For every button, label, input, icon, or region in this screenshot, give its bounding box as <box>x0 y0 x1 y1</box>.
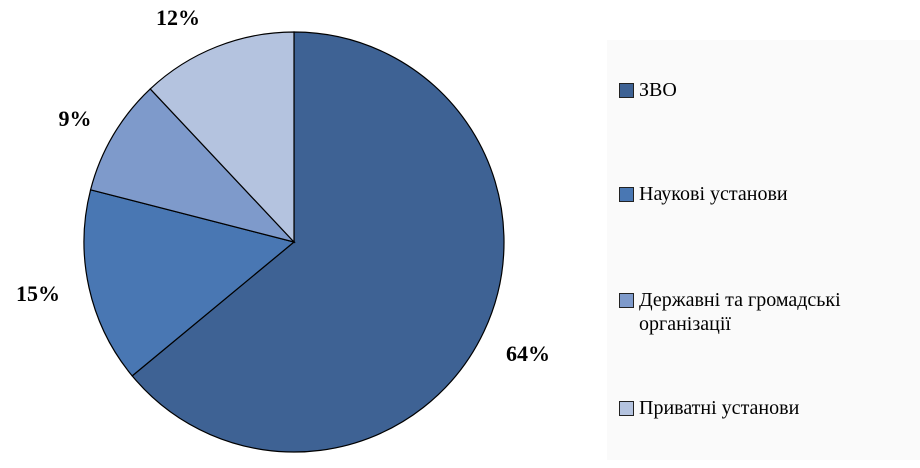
legend-swatch <box>619 83 634 98</box>
legend-item: Наукові установи <box>619 182 920 206</box>
legend-item: Державні та громадські організації <box>619 288 920 336</box>
legend-swatch <box>619 187 634 202</box>
legend-label: Приватні установи <box>639 397 800 419</box>
legend-item: ЗВО <box>619 78 920 102</box>
data-label: 9% <box>59 106 92 131</box>
legend-swatch <box>619 401 634 416</box>
pie-slice <box>149 31 295 244</box>
pie-slice <box>131 31 505 453</box>
legend-label: Наукові установи <box>639 183 788 205</box>
pie-slice <box>83 189 296 377</box>
legend-label: Державні та громадські організації <box>639 289 841 335</box>
legend-item: Приватні установи <box>619 396 920 420</box>
data-label: 15% <box>16 281 60 306</box>
legend: ЗВО Наукові установи Державні та громадськ… <box>607 40 920 460</box>
legend-label: ЗВО <box>639 79 677 101</box>
data-label: 12% <box>156 5 200 30</box>
pie-slice <box>89 88 296 244</box>
legend-swatch <box>619 293 634 308</box>
data-label: 64% <box>506 341 550 366</box>
chart: 64% 15% 9% 12% <box>16 5 550 453</box>
